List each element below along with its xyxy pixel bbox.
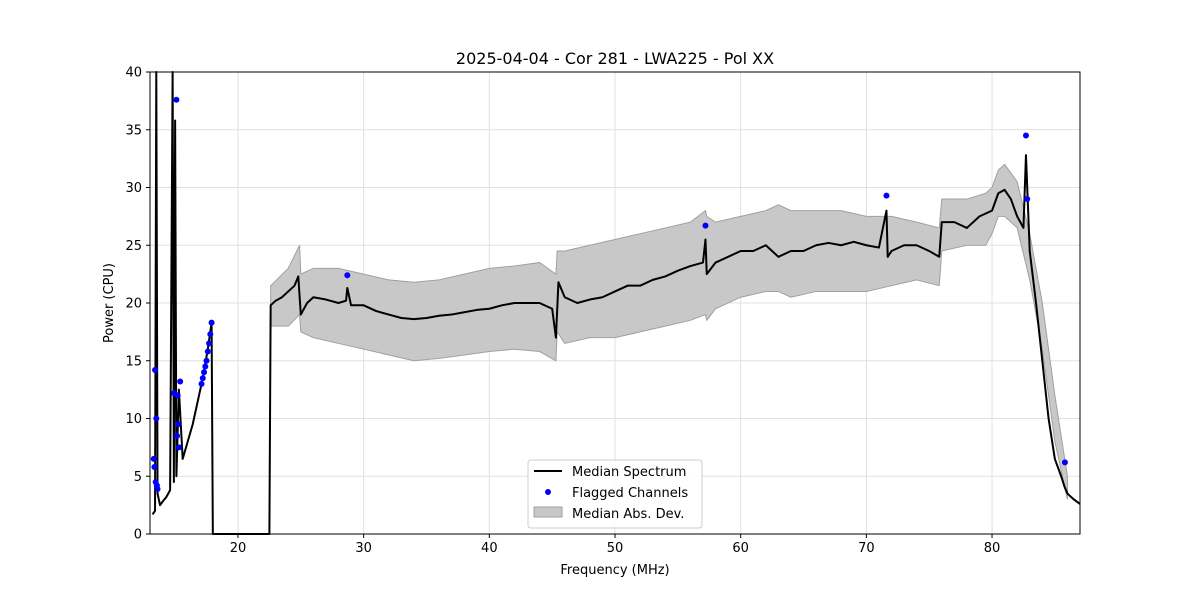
flagged-point (199, 375, 206, 382)
x-tick-label: 70 (858, 541, 875, 556)
legend: Median Spectrum Flagged Channels Median … (527, 459, 703, 529)
legend-median-label: Median Spectrum (572, 465, 686, 480)
y-tick-label: 30 (125, 181, 142, 196)
x-axis-label: Frequency (MHz) (560, 563, 669, 578)
y-axis-label: Power (CPU) (102, 263, 117, 343)
chart-title: 2025-04-04 - Cor 281 - LWA225 - Pol XX (456, 49, 774, 68)
flagged-point (207, 331, 214, 338)
flagged-point (150, 455, 157, 462)
flagged-points-layer (150, 96, 1068, 492)
flagged-point (203, 357, 210, 364)
flagged-point (702, 222, 709, 229)
legend-mad-swatch (533, 506, 563, 518)
flagged-point (152, 366, 159, 373)
flagged-point (173, 96, 180, 103)
flagged-point (177, 378, 184, 385)
legend-flagged-swatch (545, 489, 551, 495)
flagged-point (883, 192, 890, 199)
flagged-point (174, 392, 181, 399)
y-tick-label: 10 (125, 412, 142, 427)
flagged-point (344, 272, 351, 279)
mad-band (270, 163, 1068, 500)
y-tick-label: 15 (125, 354, 142, 369)
legend-flagged-label: Flagged Channels (572, 486, 688, 501)
x-ticks: 20 30 40 50 60 70 80 (230, 534, 1001, 556)
flagged-point (153, 415, 160, 422)
y-tick-label: 35 (125, 123, 142, 138)
legend-box (527, 459, 703, 529)
flagged-point (1061, 459, 1068, 466)
y-tick-label: 0 (134, 528, 142, 543)
legend-mad-label: Median Abs. Dev. (572, 507, 684, 522)
y-tick-label: 20 (125, 297, 142, 312)
x-tick-label: 30 (355, 541, 372, 556)
x-tick-label: 50 (607, 541, 624, 556)
x-tick-label: 20 (230, 541, 247, 556)
flagged-point (151, 464, 158, 471)
x-tick-label: 40 (481, 541, 498, 556)
flagged-point (206, 340, 213, 347)
flagged-point (1024, 196, 1031, 203)
flagged-point (174, 432, 181, 439)
flagged-point (202, 363, 209, 370)
y-ticks: 0 5 10 15 20 25 30 35 40 (125, 66, 150, 543)
flagged-point (198, 380, 205, 387)
x-tick-label: 80 (984, 541, 1001, 556)
flagged-point (204, 348, 211, 355)
y-tick-label: 40 (125, 66, 142, 81)
flagged-point (175, 421, 182, 428)
flagged-point (154, 485, 161, 492)
flagged-point (1022, 132, 1029, 139)
mad-band-layer (270, 163, 1068, 500)
flagged-point (208, 319, 215, 326)
y-tick-label: 5 (134, 470, 142, 485)
y-tick-label: 25 (125, 239, 142, 254)
flagged-point (175, 444, 182, 451)
flagged-point (201, 369, 208, 376)
x-tick-label: 60 (732, 541, 749, 556)
